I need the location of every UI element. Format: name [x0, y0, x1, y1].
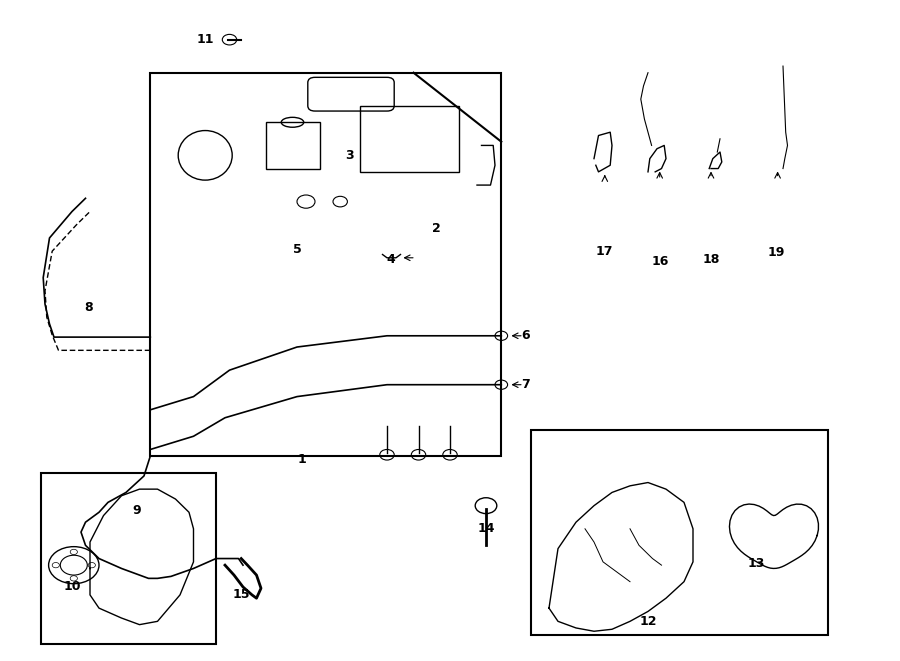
Text: 15: 15	[232, 588, 250, 602]
Text: 2: 2	[432, 221, 441, 235]
Bar	[360, 106, 459, 172]
Bar	[266, 122, 320, 169]
Text: 12: 12	[639, 615, 657, 628]
Bar	[40, 473, 216, 644]
Text: 19: 19	[768, 246, 786, 259]
Bar	[150, 73, 501, 456]
Polygon shape	[90, 489, 194, 625]
FancyBboxPatch shape	[308, 77, 394, 111]
Polygon shape	[549, 483, 693, 631]
Text: 17: 17	[596, 245, 614, 258]
Text: 11: 11	[196, 33, 214, 46]
Text: 6: 6	[521, 329, 530, 342]
Text: 14: 14	[477, 522, 495, 535]
Text: 13: 13	[747, 557, 765, 570]
Text: 5: 5	[292, 243, 302, 256]
Text: 8: 8	[84, 301, 93, 314]
Text: 9: 9	[132, 504, 141, 517]
Text: 10: 10	[63, 580, 81, 594]
Text: 1: 1	[297, 453, 306, 466]
Text: 7: 7	[521, 378, 530, 391]
Text: 16: 16	[652, 254, 670, 268]
Text: 3: 3	[345, 149, 354, 162]
Bar	[531, 430, 828, 635]
Text: 18: 18	[702, 253, 720, 266]
Text: 4: 4	[386, 253, 395, 266]
